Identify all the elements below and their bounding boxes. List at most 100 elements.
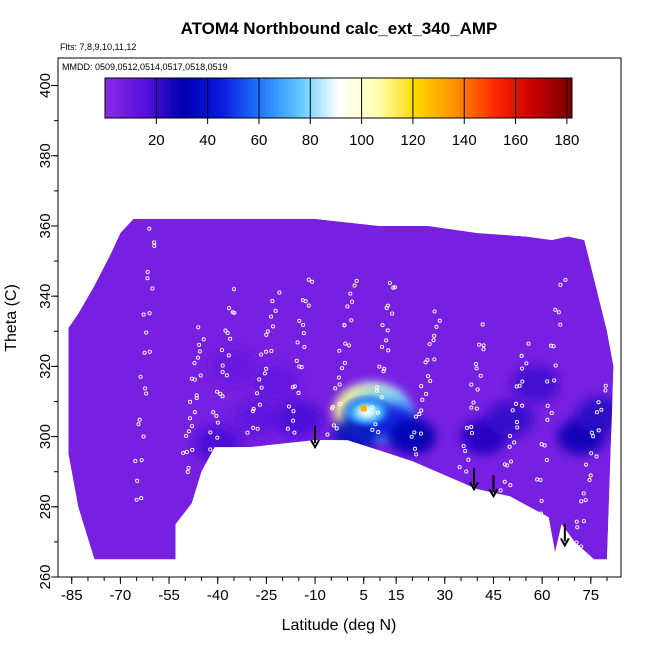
x-axis: -85 -70 -55 -40 -25 -10 5 15 30 45 60 75 <box>61 576 608 604</box>
sample-point <box>186 465 191 470</box>
sample-point <box>197 342 202 347</box>
sample-point <box>137 417 142 422</box>
x-tick-label: 75 <box>582 587 599 604</box>
arrow-head <box>469 481 479 492</box>
sample-point <box>519 366 525 371</box>
chart-title: ATOM4 Northbound calc_ext_340_AMP <box>181 19 498 38</box>
sample-point <box>184 433 189 438</box>
sample-point <box>133 458 138 463</box>
sample-point <box>152 240 157 245</box>
sample-point <box>257 402 262 407</box>
data-hotspot <box>233 401 281 438</box>
sample-point <box>269 348 274 353</box>
sample-point <box>587 477 592 483</box>
sample-point <box>300 298 305 303</box>
sample-point <box>409 434 414 439</box>
sample-point <box>477 342 482 347</box>
sample-point <box>144 391 149 396</box>
sample-point <box>553 307 558 312</box>
sample-point <box>508 459 514 464</box>
sample-point <box>141 312 146 317</box>
sample-point <box>431 338 436 343</box>
sample-point <box>339 366 345 371</box>
colorbar-bar <box>104 77 573 119</box>
sample-point <box>192 361 197 366</box>
sample-point <box>348 291 353 296</box>
sample-point <box>384 305 389 310</box>
sample-point <box>251 425 256 430</box>
sample-point <box>215 389 220 394</box>
sample-point <box>390 311 395 316</box>
sample-point <box>219 348 224 353</box>
sample-point <box>220 369 225 375</box>
sample-point <box>596 428 601 433</box>
sample-point <box>370 427 375 432</box>
sample-point <box>370 405 375 410</box>
sample-point <box>139 458 144 463</box>
sample-point <box>603 383 608 388</box>
sample-point <box>588 473 593 478</box>
sample-point <box>294 358 299 363</box>
sample-point <box>334 426 339 431</box>
sample-point <box>147 226 152 231</box>
sample-point <box>463 448 468 454</box>
sample-point <box>331 423 336 428</box>
sample-point <box>432 309 437 314</box>
sample-point <box>469 430 475 436</box>
sample-point <box>268 314 274 319</box>
sample-point <box>374 388 379 393</box>
sample-point <box>594 410 599 415</box>
sample-point <box>520 379 525 384</box>
sample-points <box>133 226 608 558</box>
sample-point <box>337 401 342 406</box>
sample-point <box>254 391 260 396</box>
sample-point <box>387 280 393 286</box>
sample-point <box>381 369 386 374</box>
x-tick-label: -25 <box>256 587 278 604</box>
flights-label: Flts: 7,8,9,10,11,12 <box>60 42 136 52</box>
sample-point <box>414 452 419 457</box>
sample-point <box>218 391 223 396</box>
y-tick-label: 280 <box>37 494 54 519</box>
sample-point <box>425 357 430 363</box>
sample-point <box>270 299 275 304</box>
sample-point <box>349 299 355 304</box>
sample-point <box>589 451 594 456</box>
sample-point <box>270 324 276 329</box>
sample-point <box>262 371 267 376</box>
sample-point <box>558 322 563 327</box>
sample-point <box>192 410 197 415</box>
sample-point <box>143 386 148 391</box>
sample-point <box>145 269 150 275</box>
sample-point <box>574 519 579 524</box>
sample-point <box>581 491 586 496</box>
sample-point <box>412 446 417 451</box>
sample-point <box>469 405 474 410</box>
sample-point <box>469 424 474 430</box>
sample-point <box>507 444 512 449</box>
data-hotspot <box>512 365 560 402</box>
colorbar-tick-label: 20 <box>148 132 165 149</box>
sample-point <box>292 384 297 389</box>
sample-point <box>502 479 507 484</box>
sample-point <box>419 408 424 413</box>
sample-point <box>538 478 543 483</box>
sample-point <box>273 308 278 313</box>
sample-point <box>192 377 197 382</box>
sample-point <box>297 364 302 369</box>
colorbar-tick-label: 180 <box>554 132 579 149</box>
sample-point <box>386 348 391 353</box>
sample-point <box>346 343 351 348</box>
sample-point <box>594 454 599 459</box>
data-peak <box>338 394 395 431</box>
sample-point <box>290 385 295 390</box>
arrow-head <box>310 439 320 450</box>
sample-point <box>424 391 429 396</box>
sample-point <box>251 406 256 412</box>
sample-point <box>426 374 431 379</box>
colorbar-tick-label: 80 <box>302 132 319 149</box>
sample-point <box>412 430 417 435</box>
sample-point <box>475 387 480 392</box>
y-tick-label: 360 <box>37 213 54 238</box>
sample-point <box>457 465 462 470</box>
